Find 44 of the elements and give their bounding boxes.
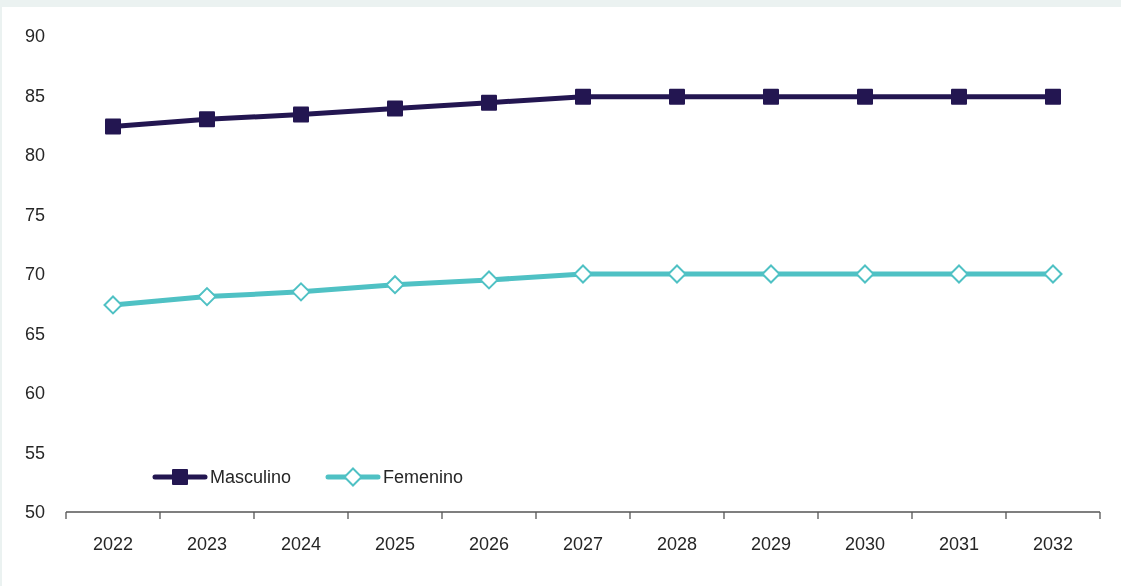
y-tick-label: 50 — [24, 502, 45, 523]
point — [573, 264, 593, 284]
point — [479, 270, 499, 290]
x-tick-label: 2029 — [750, 534, 792, 554]
point — [103, 295, 123, 315]
point — [951, 88, 967, 105]
point — [291, 282, 311, 302]
point — [293, 106, 309, 123]
legend-label: Femenino — [383, 466, 464, 488]
point — [197, 287, 217, 307]
y-tick-label: 85 — [24, 85, 45, 106]
point — [949, 264, 969, 284]
x-tick-label: 2023 — [186, 534, 228, 554]
y-tick-label: 80 — [24, 145, 45, 166]
point — [669, 88, 685, 105]
point — [199, 111, 215, 128]
point — [761, 264, 781, 284]
x-tick-label: 2024 — [280, 534, 322, 554]
point — [1045, 88, 1061, 105]
y-tick-label: 60 — [24, 383, 45, 404]
y-tick-label: 65 — [24, 323, 45, 344]
point — [481, 94, 497, 111]
x-tick-label: 2022 — [92, 534, 134, 554]
y-tick-label: 75 — [24, 204, 45, 225]
point — [385, 275, 405, 295]
y-tick-label: 90 — [24, 26, 45, 47]
x-tick-label: 2030 — [844, 534, 886, 554]
x-tick-label: 2025 — [374, 534, 416, 554]
x-tick-label: 2026 — [468, 534, 510, 554]
x-tick-label: 2032 — [1032, 534, 1074, 554]
y-tick-label: 70 — [24, 264, 45, 285]
point — [857, 88, 873, 105]
point — [575, 88, 591, 105]
y-tick-label: 55 — [24, 442, 45, 463]
legend-label: Masculino — [210, 466, 292, 488]
x-tick-label: 2031 — [938, 534, 980, 554]
point — [105, 118, 121, 135]
point — [667, 264, 687, 284]
point — [387, 100, 403, 117]
point — [1043, 264, 1063, 284]
point — [763, 88, 779, 105]
point — [855, 264, 875, 284]
x-tick-label: 2028 — [656, 534, 698, 554]
x-tick-label: 2027 — [562, 534, 604, 554]
